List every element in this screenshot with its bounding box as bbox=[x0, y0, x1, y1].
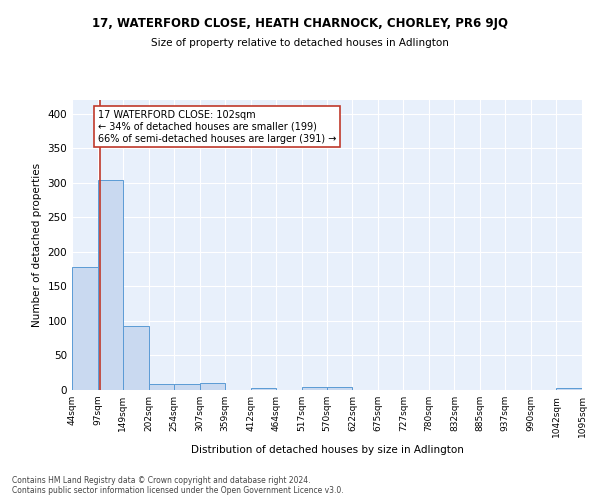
Bar bbox=[556, 388, 582, 390]
Bar bbox=[327, 387, 352, 390]
Text: Size of property relative to detached houses in Adlington: Size of property relative to detached ho… bbox=[151, 38, 449, 48]
Bar bbox=[200, 383, 225, 390]
Text: 17 WATERFORD CLOSE: 102sqm
← 34% of detached houses are smaller (199)
66% of sem: 17 WATERFORD CLOSE: 102sqm ← 34% of deta… bbox=[98, 110, 337, 144]
Bar bbox=[72, 267, 98, 390]
Bar bbox=[98, 180, 123, 390]
X-axis label: Distribution of detached houses by size in Adlington: Distribution of detached houses by size … bbox=[191, 446, 463, 456]
Bar bbox=[251, 388, 276, 390]
Text: Contains HM Land Registry data © Crown copyright and database right 2024.
Contai: Contains HM Land Registry data © Crown c… bbox=[12, 476, 344, 495]
Bar bbox=[149, 384, 174, 390]
Bar bbox=[174, 384, 200, 390]
Text: 17, WATERFORD CLOSE, HEATH CHARNOCK, CHORLEY, PR6 9JQ: 17, WATERFORD CLOSE, HEATH CHARNOCK, CHO… bbox=[92, 18, 508, 30]
Bar bbox=[302, 387, 327, 390]
Bar bbox=[123, 326, 149, 390]
Y-axis label: Number of detached properties: Number of detached properties bbox=[32, 163, 42, 327]
